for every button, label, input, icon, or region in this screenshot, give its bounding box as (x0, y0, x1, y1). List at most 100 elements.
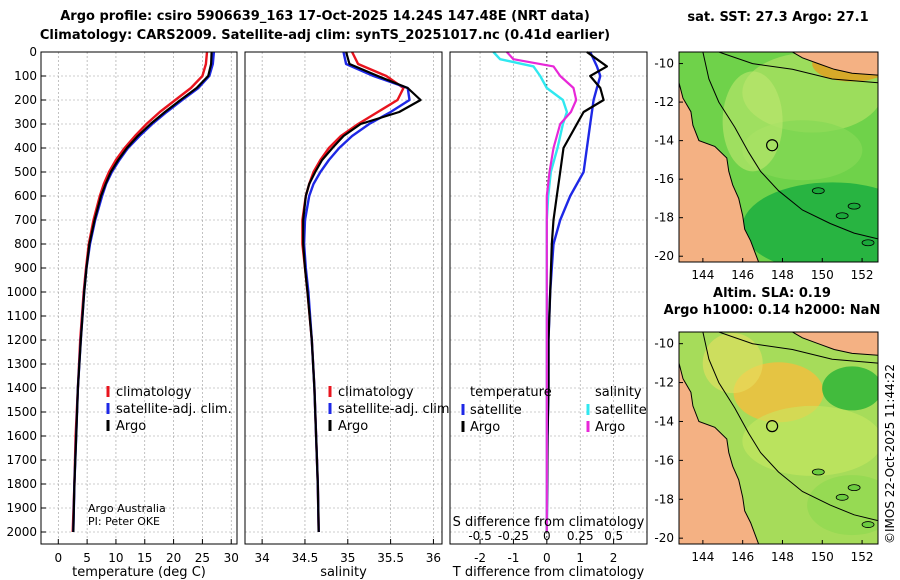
map-x-tick-label: 148 (771, 268, 794, 282)
reef-patch (811, 187, 825, 195)
map-x-tick-label: 150 (811, 268, 834, 282)
panel-frame (40, 51, 238, 545)
x-tick-label: 34 (254, 551, 269, 565)
y-tick-label: 600 (14, 189, 37, 203)
map-y-tick-label: -20 (654, 249, 674, 263)
s-axis-label: S difference from climatology (453, 515, 645, 530)
map-x-tick-label: 150 (811, 550, 834, 564)
plot-area (41, 52, 237, 544)
field-patch (742, 405, 878, 476)
y-tick-label: 2000 (6, 525, 37, 539)
credit-line-2: PI: Peter OKE (88, 515, 160, 528)
x-tick-label: 2 (610, 551, 618, 565)
plot-area (245, 52, 442, 544)
map-y-tick-label: -14 (654, 414, 674, 428)
sst-map (679, 52, 878, 262)
panel-frame (244, 51, 443, 545)
x-tick-label: 35 (340, 551, 355, 565)
map-x-tick-label: 146 (731, 268, 754, 282)
y-tick-label: 1300 (6, 357, 37, 371)
argo-position-marker (766, 420, 779, 433)
sla-map-title-line-1: Altim. SLA: 0.19 (713, 286, 831, 301)
map-y-tick-label: -20 (654, 531, 674, 545)
depth-contour (718, 52, 878, 84)
x-tick-label: 15 (137, 551, 152, 565)
map-x-tick-label: 152 (851, 268, 874, 282)
reef-patch (861, 239, 875, 247)
sla-map-axes: 144 146 148 150 152 -10 -12 -14 -16 -18 -20 (654, 337, 873, 564)
map-y-tick-label: -18 (654, 211, 674, 225)
s-tick-label: -0.5 (468, 529, 491, 543)
x-tick-label: 0 (54, 551, 62, 565)
depth-contour (718, 332, 878, 364)
s-tick-label: 0.5 (604, 529, 623, 543)
land-mass-png (791, 332, 878, 356)
y-tick-label: 1400 (6, 381, 37, 395)
map-x-tick-label: 146 (731, 550, 754, 564)
imos-stamp: ©IMOS 22-Oct-2025 11:44:22 (883, 364, 897, 544)
y-tick-label: 200 (14, 93, 37, 107)
land-mass-png (791, 52, 878, 76)
map-y-tick-label: -18 (654, 492, 674, 506)
legend-label: Argo (116, 419, 146, 434)
y-tick-label: 800 (14, 237, 37, 251)
y-tick-label: 700 (14, 213, 37, 227)
x-tick-label: 1 (576, 551, 584, 565)
legend-label: Argo (595, 420, 625, 435)
x-axis-label: T difference from climatology (452, 565, 645, 580)
y-tick-label: 1100 (6, 309, 37, 323)
y-tick-label: 1800 (6, 477, 37, 491)
depth-contour (702, 52, 878, 240)
x-tick-label: 34.5 (292, 551, 319, 565)
x-tick-label: 25 (195, 551, 210, 565)
sla-map-frame (678, 331, 879, 545)
plot-area (450, 52, 647, 544)
map-y-tick-label: -10 (654, 337, 674, 351)
x-tick-label: -2 (474, 551, 486, 565)
s-tick-label: 0.25 (567, 529, 594, 543)
field-patch (822, 366, 878, 411)
x-tick-label: 5 (83, 551, 91, 565)
legend-label: Argo (338, 419, 368, 434)
series-line-temperature-argo (545, 51, 609, 533)
panel-frame (449, 51, 648, 545)
difference-panel: -2 -1 0 1 2T difference from climatology -0.5… (449, 51, 648, 580)
map-y-tick-label: -16 (654, 172, 674, 186)
y-tick-label: 1700 (6, 453, 37, 467)
reef-patch (861, 521, 875, 528)
reef-patch (835, 212, 849, 220)
reef-patch (847, 484, 861, 491)
legend-label: Argo (470, 420, 500, 435)
y-tick-label: 400 (14, 141, 37, 155)
sst-map-title: sat. SST: 27.3 Argo: 27.1 (687, 10, 868, 25)
y-tick-label: 1900 (6, 501, 37, 515)
map-x-tick-label: 144 (691, 550, 714, 564)
series-line-argo (72, 51, 213, 533)
legend-label: satellite (470, 403, 522, 418)
legend-temperature-title: temperature (470, 385, 552, 400)
land-mass (679, 52, 760, 262)
x-tick-label: 20 (166, 551, 181, 565)
sst-map-axes: 144 146 148 150 152 -10 -12 -14 -16 -18 -20 (654, 57, 873, 282)
field-patch (742, 182, 878, 262)
legend-label: climatology (116, 385, 192, 400)
map-y-tick-label: -16 (654, 453, 674, 467)
x-axis-label: salinity (320, 565, 367, 580)
title-line-1: Argo profile: csiro 5906639_163 17-Oct-2… (60, 9, 590, 24)
legend-label: satellite (595, 403, 647, 418)
y-tick-label: 500 (14, 165, 37, 179)
legend-label: climatology (338, 385, 414, 400)
s-tick-label: -0.25 (498, 529, 529, 543)
field-patch (722, 71, 783, 172)
depth-contour (702, 332, 878, 522)
map-x-tick-label: 152 (851, 550, 874, 564)
x-tick-label: 0 (543, 551, 551, 565)
x-axis-label: temperature (deg C) (72, 565, 206, 580)
legend-label: satellite-adj. clim. (116, 402, 232, 417)
y-tick-label: 900 (14, 261, 37, 275)
temperature-panel: 0 5 10 15 20 25 30 temperature (deg C) 0 100 200 30… (6, 45, 238, 580)
x-tick-label: -1 (507, 551, 519, 565)
reef-patch (835, 493, 849, 501)
title-line-2: Climatology: CARS2009. Satellite-adj cli… (40, 28, 610, 43)
